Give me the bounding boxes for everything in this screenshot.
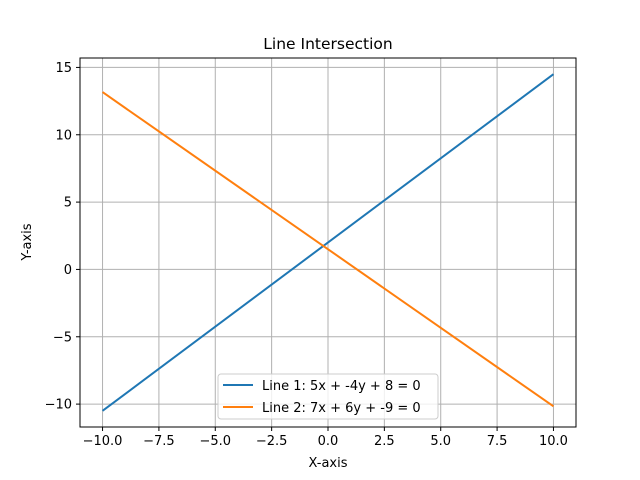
- y-axis-label: Y-axis: [20, 223, 35, 261]
- y-tick-label: 0: [64, 263, 72, 278]
- y-tick-label: 15: [55, 61, 72, 76]
- x-axis-label: X-axis: [309, 456, 348, 471]
- legend-label-line-2: Line 2: 7x + 6y + -9 = 0: [262, 401, 421, 416]
- x-tick-label: −10.0: [83, 434, 123, 449]
- y-tick-label: 10: [55, 128, 72, 143]
- y-tick-label: 5: [64, 196, 72, 211]
- y-tick-label: −10: [45, 398, 72, 413]
- series-line-1: [101, 73, 555, 412]
- legend-box: [217, 373, 439, 420]
- y-tick-label: −5: [53, 330, 72, 345]
- x-tick-label: 7.5: [487, 434, 508, 449]
- x-tick-label: 10.0: [539, 434, 568, 449]
- x-tick-label: −5.0: [199, 434, 231, 449]
- series-lines: [101, 73, 555, 412]
- x-tick-label: 0.0: [318, 434, 339, 449]
- x-tick-label: −2.5: [256, 434, 288, 449]
- x-axis-ticks: −10.0 −7.5 −5.0 −2.5 0.0 2.5 5.0 7.5 10.0: [83, 427, 568, 449]
- x-tick-label: 5.0: [430, 434, 451, 449]
- y-axis-ticks: −10 −5 0 5 10 15: [45, 61, 80, 413]
- x-tick-label: 2.5: [374, 434, 395, 449]
- legend-label-line-1: Line 1: 5x + -4y + 8 = 0: [262, 379, 421, 394]
- legend: Line 1: 5x + -4y + 8 = 0 Line 2: 7x + 6y…: [217, 373, 439, 420]
- series-line-2: [101, 91, 555, 408]
- chart-title: Line Intersection: [263, 35, 392, 53]
- x-tick-label: −7.5: [143, 434, 175, 449]
